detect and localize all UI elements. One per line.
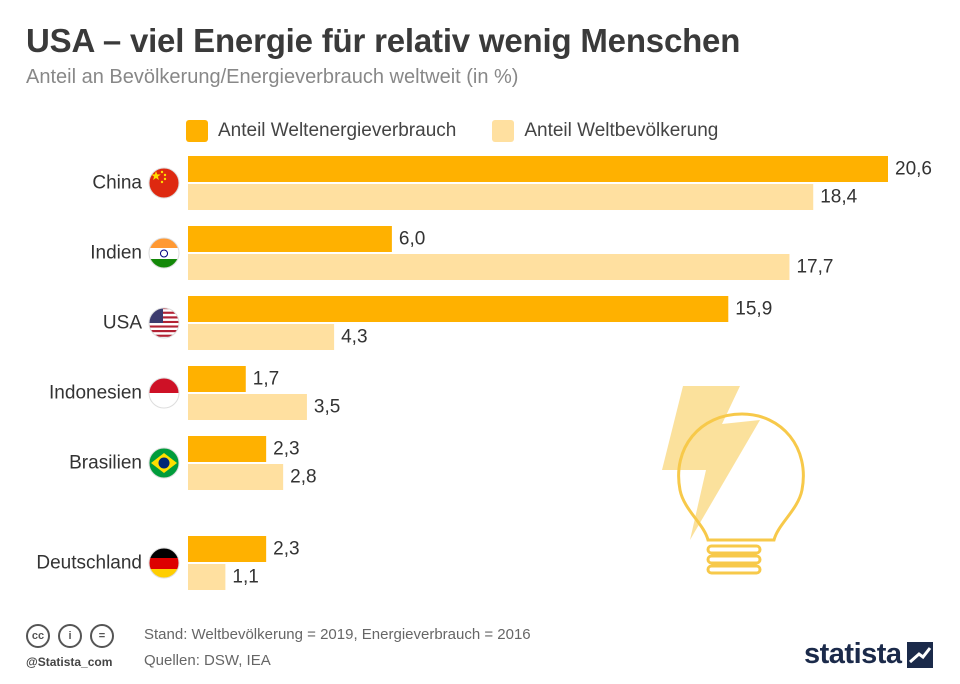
bar-population: [188, 394, 307, 420]
germany-flag-icon: [149, 548, 179, 578]
bar-energy: [188, 366, 246, 392]
category-label: Indien: [90, 243, 142, 264]
flag-border: [148, 307, 180, 339]
cc-icon[interactable]: cc: [26, 624, 50, 648]
bar-energy: [188, 536, 267, 562]
indonesia-flag-icon: [149, 378, 179, 408]
legend: Anteil Weltenergieverbrauch Anteil Weltb…: [186, 118, 754, 144]
bar-energy: [188, 156, 888, 182]
lightning-bolt-icon: [662, 386, 760, 540]
data-label: 1,7: [253, 369, 279, 390]
category-label: Deutschland: [36, 553, 142, 574]
bulb-base-ring: [706, 544, 762, 555]
brazil-flag-icon: [149, 448, 179, 478]
chart-title: USA – viel Energie für relativ wenig Men…: [26, 22, 741, 59]
category-label: Brasilien: [69, 453, 142, 474]
data-label: 18,4: [820, 187, 857, 208]
flag-border: [148, 167, 180, 199]
statista-logo[interactable]: statista: [804, 638, 933, 671]
bar-population: [188, 254, 790, 280]
bulb-base-ring: [706, 564, 762, 575]
bar-energy: [188, 436, 267, 462]
data-label: 20,6: [895, 159, 932, 180]
brand-text: statista: [804, 638, 902, 670]
flag-border: [148, 447, 180, 479]
india-flag-icon: [149, 238, 179, 268]
data-label: 17,7: [796, 257, 833, 278]
data-label: 2,8: [290, 467, 316, 488]
bulb-base-ring: [706, 554, 762, 565]
legend-swatch-energy: [186, 120, 208, 142]
data-label: 15,9: [735, 299, 772, 320]
data-label: 4,3: [341, 327, 367, 348]
china-flag-icon: [149, 168, 179, 198]
bar-population: [188, 324, 335, 350]
category-label: Indonesien: [49, 383, 142, 404]
legend-swatch-population: [492, 120, 515, 142]
flag-border: [148, 237, 180, 269]
data-label: 3,5: [314, 397, 340, 418]
brand-mark-icon: [906, 641, 933, 668]
category-label: USA: [103, 313, 142, 334]
flag-border: [148, 377, 180, 409]
legend-item-population: Anteil Weltbevölkerung: [492, 120, 718, 142]
category-label: China: [92, 173, 142, 194]
usa-flag-icon: [149, 308, 179, 338]
bar-population: [188, 464, 284, 490]
chart-subtitle: Anteil an Bevölkerung/Energieverbrauch w…: [26, 66, 519, 88]
data-label: 1,1: [232, 567, 258, 588]
license-icons: cc i =: [26, 624, 122, 648]
statista-handle[interactable]: @Statista_com: [26, 655, 113, 669]
bar-energy: [188, 226, 392, 252]
legend-label-population: Anteil Weltbevölkerung: [524, 120, 719, 141]
bar-energy: [188, 296, 729, 322]
nd-icon[interactable]: =: [90, 624, 114, 648]
light-bulb-icon: [677, 412, 805, 542]
bar-population: [188, 184, 814, 210]
data-label: 2,3: [273, 439, 299, 460]
footer-sources: Quellen: DSW, IEA: [144, 652, 271, 669]
footer-note: Stand: Weltbevölkerung = 2019, Energieve…: [144, 626, 531, 643]
data-label: 2,3: [273, 539, 299, 560]
by-icon[interactable]: i: [58, 624, 82, 648]
legend-item-energy: Anteil Weltenergieverbrauch: [186, 120, 456, 142]
bar-population: [188, 564, 226, 590]
flag-border: [148, 547, 180, 579]
data-label: 6,0: [399, 229, 425, 250]
legend-label-energy: Anteil Weltenergieverbrauch: [218, 120, 457, 141]
